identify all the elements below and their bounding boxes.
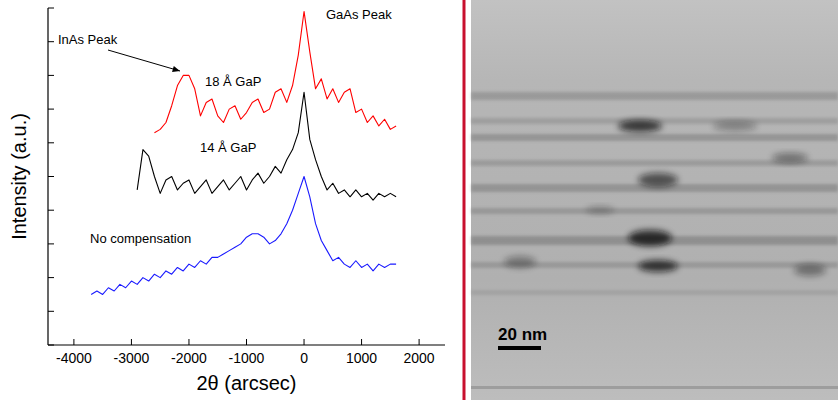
x-tick — [131, 339, 132, 345]
series-group — [91, 11, 396, 294]
layer-band — [471, 92, 838, 100]
x-tick-label: -1000 — [229, 350, 265, 366]
layer-band — [471, 134, 838, 141]
y-tick — [48, 277, 54, 278]
y-tick — [48, 142, 54, 143]
x-tick-label: -4000 — [56, 350, 92, 366]
x-tick — [419, 339, 420, 345]
annotation: GaAs Peak — [326, 7, 392, 22]
quantum-dot — [628, 230, 672, 246]
y-tick — [48, 176, 54, 177]
x-tick — [73, 339, 74, 345]
x-tick-label: 0 — [300, 350, 308, 366]
annotation: InAs Peak — [58, 32, 118, 47]
quantum-dot — [772, 153, 808, 163]
y-tick — [48, 8, 54, 9]
figure: -4000 -3000 -2000 -1000 0 1000 2000 2θ (arcsec)… — [0, 0, 838, 400]
y-tick — [48, 311, 54, 312]
y-axis-title: Intensity (a.u.) — [8, 113, 30, 240]
annotation-arrow — [108, 50, 180, 71]
quantum-dot — [794, 264, 826, 276]
xrd-curve — [137, 92, 396, 200]
annotation-arrowhead — [172, 66, 180, 72]
quantum-dot — [504, 256, 536, 268]
quantum-dot — [618, 120, 662, 132]
scale-bar — [498, 346, 541, 350]
quantum-dot — [713, 121, 757, 131]
layer-band — [471, 290, 838, 295]
y-tick — [48, 109, 54, 110]
quantum-dot — [638, 173, 678, 187]
x-axis-title: 2θ (arcsec) — [196, 372, 296, 394]
x-tick — [246, 339, 247, 345]
x-tick-label: 1000 — [346, 350, 377, 366]
layer-band — [471, 208, 838, 214]
micrograph-background — [471, 0, 838, 400]
y-tick — [48, 41, 54, 42]
series-label: 14 Å GaP — [200, 140, 256, 155]
x-tick — [361, 339, 362, 345]
separator — [463, 0, 466, 400]
y-tick — [48, 345, 54, 346]
micrograph: 20 nm — [471, 0, 838, 400]
y-tick — [48, 75, 54, 76]
y-tick — [48, 210, 54, 211]
substrate-edge — [471, 386, 838, 389]
quantum-dot — [586, 206, 614, 214]
x-tick — [304, 339, 305, 345]
x-tick-label: -3000 — [114, 350, 150, 366]
series-label: No compensation — [90, 231, 191, 246]
x-tick-label: 2000 — [404, 350, 435, 366]
x-tick-label: -2000 — [171, 350, 207, 366]
scale-bar-label: 20 nm — [498, 325, 547, 344]
series-label: 18 Å GaP — [205, 74, 261, 89]
quantum-dot — [638, 260, 678, 272]
y-tick — [48, 243, 54, 244]
xrd-curve — [154, 11, 396, 132]
x-tick — [188, 339, 189, 345]
